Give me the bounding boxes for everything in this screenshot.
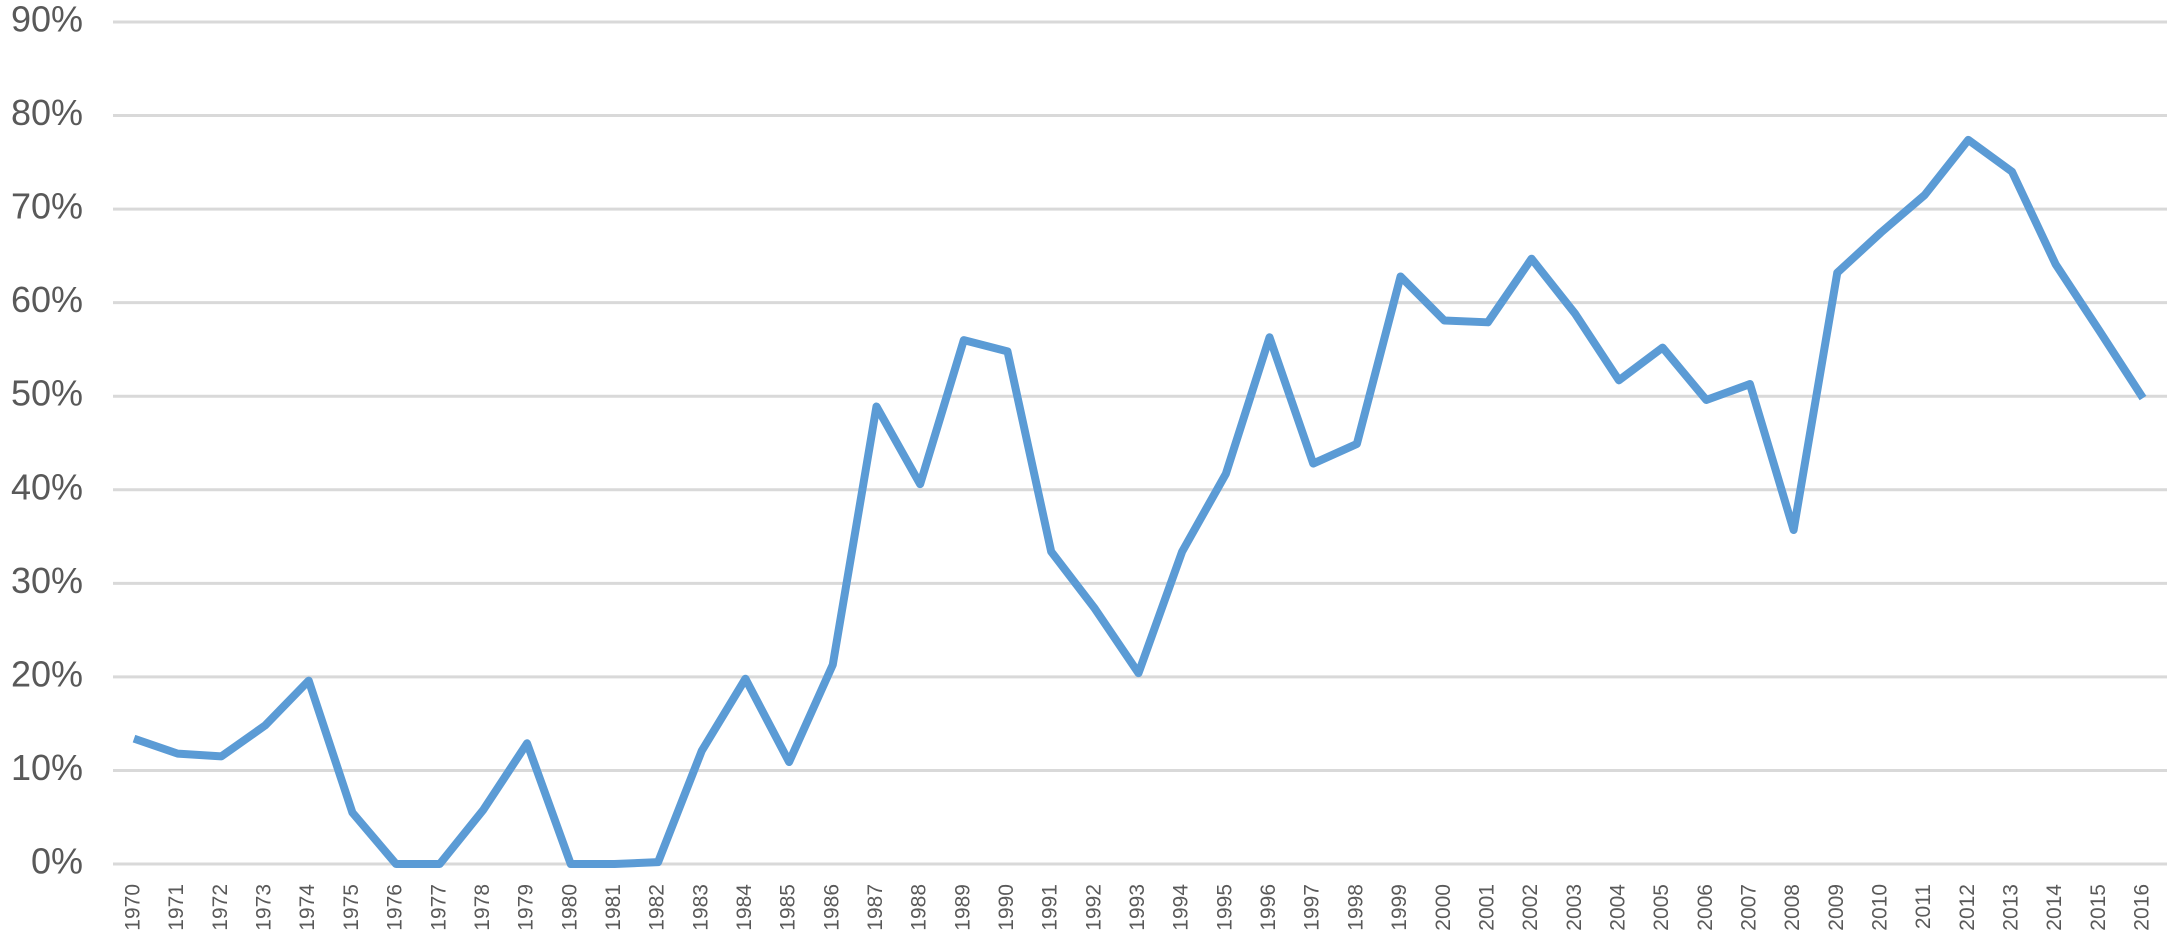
x-tick-label: 2016 [2131,884,2154,931]
y-tick-label: 10% [11,747,83,788]
x-tick-label: 1989 [951,884,974,931]
x-tick-label: 1972 [209,884,232,931]
x-tick-label: 2015 [2087,884,2110,931]
x-tick-label: 1999 [1388,884,1411,931]
y-tick-label: 70% [11,186,83,227]
x-tick-label: 1975 [340,884,363,931]
x-tick-label: 1984 [733,884,756,931]
y-tick-label: 40% [11,466,83,507]
x-tick-label: 2002 [1519,884,1542,931]
x-tick-label: 1992 [1082,884,1105,931]
x-tick-label: 1980 [558,884,581,931]
x-tick-label: 1998 [1344,884,1367,931]
x-tick-label: 1994 [1170,884,1193,931]
x-tick-label: 1991 [1039,884,1062,931]
x-tick-label: 2003 [1563,884,1586,931]
x-tick-label: 2006 [1694,884,1717,931]
x-tick-label: 1978 [471,884,494,931]
x-tick-label: 2004 [1606,884,1629,931]
x-tick-label: 1985 [777,884,800,931]
y-tick-label: 0% [31,841,83,882]
y-tick-label: 50% [11,373,83,414]
x-tick-label: 1993 [1126,884,1149,931]
x-tick-label: 2010 [1869,884,1892,931]
x-tick-label: 2007 [1737,884,1760,931]
x-tick-label: 2008 [1781,884,1804,931]
y-tick-label: 30% [11,560,83,601]
x-tick-label: 1983 [689,884,712,931]
data-line [132,135,2147,868]
x-tick-label: 1971 [165,884,188,931]
x-tick-label: 1996 [1257,884,1280,931]
x-tick-label: 1973 [253,884,276,931]
x-tick-label: 1987 [864,884,887,931]
x-tick-label: 1974 [296,884,319,931]
x-tick-label: 2013 [2000,884,2023,931]
x-tick-label: 2001 [1475,884,1498,931]
x-tick-label: 1982 [646,884,669,931]
x-tick-label: 1995 [1213,884,1236,931]
x-tick-label: 1977 [427,884,450,931]
x-tick-label: 2009 [1825,884,1848,931]
x-tick-label: 2014 [2043,884,2066,931]
x-tick-label: 1970 [122,884,145,931]
x-tick-label: 1997 [1301,884,1324,931]
x-tick-label: 1990 [995,884,1018,931]
x-tick-label: 2012 [1956,884,1979,931]
y-tick-label: 20% [11,653,83,694]
x-tick-label: 2000 [1432,884,1455,931]
x-tick-label: 1976 [384,884,407,931]
x-tick-label: 1979 [515,884,538,931]
x-tick-label: 1986 [820,884,843,931]
x-tick-label: 2005 [1650,884,1673,931]
y-tick-label: 80% [11,92,83,133]
x-tick-label: 1981 [602,884,625,931]
x-tick-label: 1988 [908,884,931,931]
y-tick-label: 90% [11,0,83,40]
x-tick-label: 2011 [1912,884,1935,929]
y-tick-label: 60% [11,279,83,320]
